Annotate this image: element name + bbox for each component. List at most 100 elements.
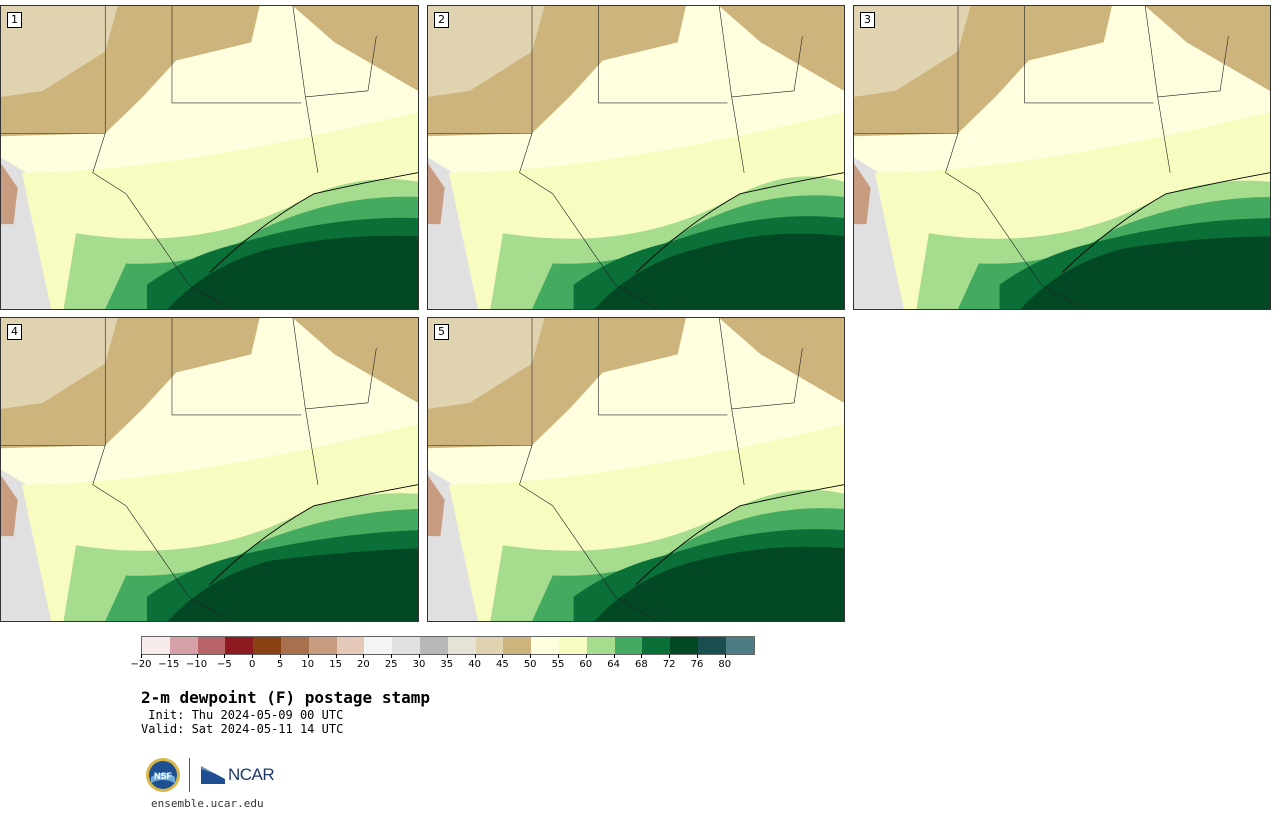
colorbar-tick-label: 64 (607, 659, 620, 670)
stamp-panel-5: 5 (427, 317, 845, 622)
valid-time: Valid: Sat 2024-05-11 14 UTC (141, 722, 344, 736)
colorbar-tick-label: 40 (468, 659, 481, 670)
colorbar-tick-label: −20 (130, 659, 152, 670)
stamp-label: 2 (434, 12, 449, 28)
stamp-panel-4: 4 (0, 317, 419, 622)
dry-region (1, 318, 118, 409)
state-border (1157, 36, 1229, 98)
colorbar-tick (669, 654, 671, 658)
colorbar-tick-label: 45 (496, 659, 509, 670)
dewpoint-map-4 (1, 318, 418, 621)
colorbar-cell (336, 637, 365, 654)
colorbar-cell (169, 637, 198, 654)
colorbar-tick-label: 0 (249, 659, 256, 670)
colorbar-tick-label: 60 (579, 659, 593, 670)
colorbar-cell (392, 637, 420, 654)
moist-region (594, 233, 844, 309)
colorbar-tick (196, 654, 198, 658)
stamp-label: 4 (7, 324, 22, 340)
colorbar-tick (280, 654, 281, 658)
dewpoint-map-2 (428, 6, 844, 309)
coastline (1061, 172, 1270, 273)
colorbar-tick (558, 654, 559, 658)
colorbar-cell (531, 637, 559, 654)
state-border (598, 318, 728, 416)
state-border (428, 132, 657, 309)
colorbar-tick (335, 654, 337, 658)
colorbar (141, 636, 755, 655)
dry-region (428, 318, 545, 409)
colorbar-tick-label: −10 (186, 659, 208, 670)
logo-strip: NSF NCAR (145, 756, 275, 794)
dry-region (854, 6, 971, 97)
dewpoint-map-3 (854, 6, 1270, 309)
colorbar-tick (141, 654, 142, 658)
colorbar-cell (197, 637, 226, 654)
state-border (598, 6, 728, 104)
ncar-mark-icon (201, 766, 225, 784)
dry-region (428, 475, 445, 537)
dewpoint-map-1 (1, 6, 418, 309)
state-border (305, 348, 377, 410)
stamp-label: 5 (434, 324, 449, 340)
moist-region (1020, 236, 1270, 309)
colorbar-tick (391, 654, 393, 658)
dry-region (719, 6, 844, 91)
colorbar-tick-label: 5 (276, 659, 284, 670)
colorbar-tick-label: 72 (662, 659, 676, 670)
stamp-label: 3 (860, 12, 875, 28)
colorbar-cell (670, 637, 698, 654)
ncar-logo-text: NCAR (228, 765, 275, 784)
dry-region (1, 163, 18, 225)
colorbar-tick (307, 654, 309, 658)
colorbar-tick-label: 30 (412, 659, 426, 670)
colorbar-tick (530, 654, 532, 658)
moist-region (167, 235, 418, 309)
colorbar-tick (585, 654, 587, 658)
figure-title: 2-m dewpoint (F) postage stamp (141, 688, 430, 707)
logo-divider (189, 758, 190, 792)
colorbar-tick-label: 76 (690, 659, 704, 670)
nsf-logo-icon: NSF (146, 758, 180, 792)
moist-region (167, 548, 418, 621)
colorbar-cell (697, 637, 726, 654)
stamp-panel-3: 3 (853, 5, 1271, 310)
dry-region (1, 6, 118, 97)
colorbar-tick (419, 654, 420, 658)
stamp-label: 1 (7, 12, 22, 28)
state-border (305, 36, 377, 98)
colorbar-cell (280, 637, 309, 654)
colorbar-tick (446, 654, 448, 658)
ncar-logo: NCAR (200, 765, 275, 785)
colorbar-tick-label: 50 (523, 659, 537, 670)
colorbar-ticks: −20 −15 −10 −5 0 5 10 15 20 25 30 35 40 45 50 55 60 64 68 7… (130, 654, 755, 674)
colorbar-tick-label: 35 (440, 659, 454, 670)
colorbar-tick-label: −15 (158, 659, 180, 670)
state-border (731, 348, 803, 410)
colorbar-tick (224, 654, 226, 658)
colorbar-tick-label: 20 (357, 659, 370, 670)
dry-region (1145, 6, 1270, 91)
colorbar-cell (586, 637, 615, 654)
colorbar-tick (697, 654, 698, 658)
colorbar-cell (253, 637, 281, 654)
state-border (1, 132, 231, 309)
dry-region (428, 6, 545, 97)
colorbar-cell (475, 637, 504, 654)
colorbar-cell (614, 637, 643, 654)
state-border (854, 132, 1083, 309)
colorbar-tick (724, 654, 726, 658)
colorbar-tick (641, 654, 643, 658)
state-border (1024, 6, 1154, 104)
colorbar-cell (364, 637, 393, 654)
colorbar-tick-label: 68 (635, 659, 648, 670)
website-url: ensemble.ucar.edu (151, 797, 264, 810)
colorbar-tick (252, 654, 254, 658)
colorbar-tick (613, 654, 615, 658)
nsf-logo-text: NSF (154, 771, 173, 781)
coastline (635, 172, 844, 273)
init-time: Init: Thu 2024-05-09 00 UTC (141, 708, 344, 722)
colorbar-tick (363, 654, 365, 658)
state-border (428, 444, 657, 621)
coastline (209, 172, 418, 273)
